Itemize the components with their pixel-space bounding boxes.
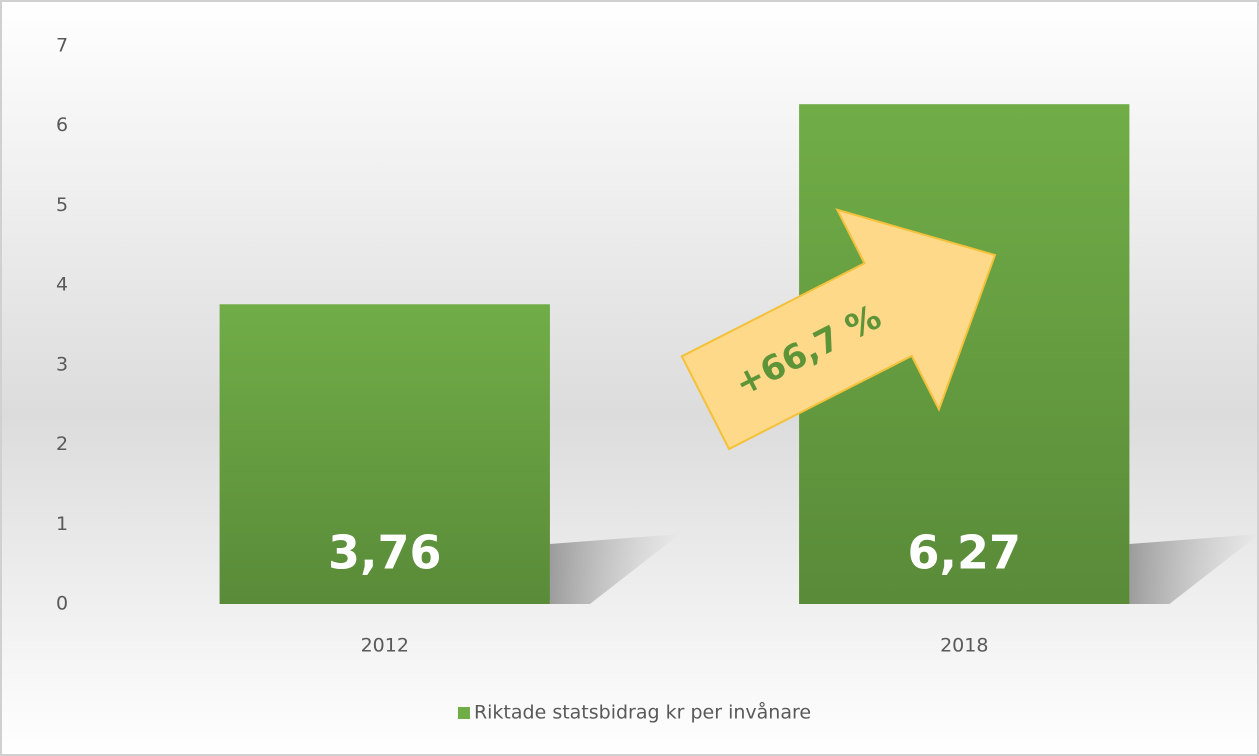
x-tick-label: 2018	[940, 635, 988, 657]
plot: 0 1 2 3 4 5 6 7 2012 3,76 2018 6,27 Riktade statsbid…	[56, 35, 1259, 724]
y-tick-label: 5	[56, 194, 68, 216]
y-tick-label: 7	[56, 35, 68, 57]
y-tick-label: 4	[56, 274, 68, 296]
y-tick-label: 6	[56, 114, 68, 136]
arrow-shape	[680, 208, 997, 451]
legend-label: Riktade statsbidrag kr per invånare	[474, 701, 811, 724]
y-tick-label: 0	[56, 593, 68, 615]
legend: Riktade statsbidrag kr per invånare	[457, 701, 811, 724]
annotation-arrow: +66,7 %	[680, 208, 997, 451]
bar-shade	[219, 304, 550, 604]
bar-shadow	[549, 534, 680, 604]
y-tick-label: 1	[56, 513, 68, 535]
value-label: 6,27	[908, 526, 1022, 580]
y-tick-label: 3	[56, 353, 68, 375]
legend-swatch	[457, 707, 470, 719]
value-label: 3,76	[328, 526, 442, 580]
y-tick-label: 2	[56, 433, 68, 455]
x-tick-label: 2012	[361, 635, 409, 657]
bar-shadow	[1129, 534, 1259, 604]
